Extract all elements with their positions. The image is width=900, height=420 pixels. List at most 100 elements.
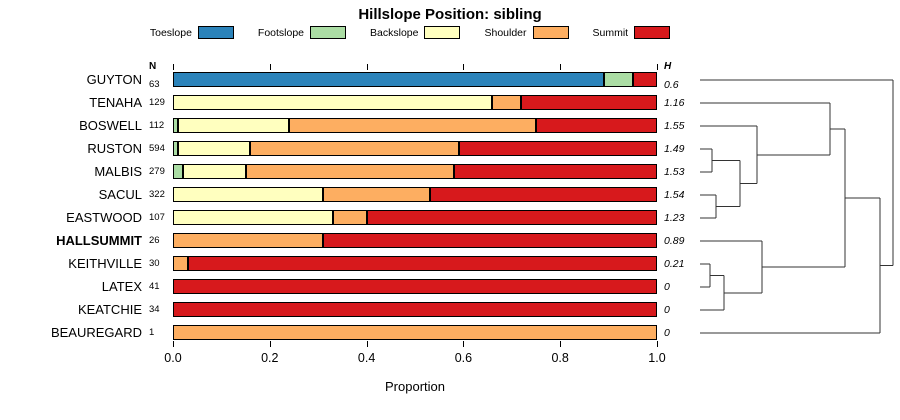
row-label: RUSTON xyxy=(87,141,142,156)
x-axis-tick-label: 0.6 xyxy=(454,351,473,365)
legend-swatch-backslope xyxy=(424,26,461,39)
h-value: 0 xyxy=(664,327,670,339)
bar-segment-footslope xyxy=(173,141,178,156)
bar-segment-shoulder xyxy=(323,187,430,202)
bar-row xyxy=(173,95,657,110)
bar-segment-shoulder xyxy=(250,141,459,156)
x-axis-tick xyxy=(173,341,174,347)
h-value: 0.21 xyxy=(664,258,685,270)
bar-row xyxy=(173,164,657,179)
n-count: 279 xyxy=(149,166,165,177)
x-axis-tick-top xyxy=(463,64,465,70)
n-count: 30 xyxy=(149,258,160,269)
bar-row xyxy=(173,325,657,340)
h-value: 0.6 xyxy=(664,79,679,91)
x-axis-tick-top xyxy=(269,64,271,70)
x-axis-tick xyxy=(657,341,658,347)
legend-label: Shoulder xyxy=(484,26,527,39)
x-axis-tick-top xyxy=(560,64,562,70)
row-label: EASTWOOD xyxy=(66,210,142,225)
legend-label: Toeslope xyxy=(149,26,192,39)
bar-segment-summit xyxy=(458,141,657,156)
x-axis-tick-label: 1.0 xyxy=(648,351,666,365)
n-count: 322 xyxy=(149,189,165,200)
bar-segment-shoulder xyxy=(173,233,324,248)
bar-row xyxy=(173,279,657,294)
h-value: 0 xyxy=(664,304,670,316)
n-count: 63 xyxy=(149,79,160,90)
x-axis-tick-label: 0.4 xyxy=(357,351,376,365)
row-label: KEATCHIE xyxy=(77,302,142,317)
bar-segment-shoulder xyxy=(245,164,454,179)
x-axis-tick xyxy=(463,341,465,347)
n-count: 112 xyxy=(149,120,165,131)
h-value: 0.89 xyxy=(664,235,685,247)
x-axis-label: Proportion xyxy=(385,379,445,394)
row-label: BEAUREGARD xyxy=(50,325,142,340)
bar-segment-summit xyxy=(536,118,657,133)
bar-segment-toeslope xyxy=(173,72,604,87)
h-value: 1.16 xyxy=(664,97,685,109)
n-count: 26 xyxy=(149,235,160,246)
bar-segment-summit xyxy=(173,279,657,294)
bar-segment-shoulder xyxy=(492,95,522,110)
h-value: 0 xyxy=(664,281,670,293)
bar-segment-backslope xyxy=(177,141,251,156)
bar-segment-backslope xyxy=(173,187,324,202)
bar-row xyxy=(173,118,657,133)
bar-row xyxy=(173,256,657,271)
dendrogram xyxy=(700,79,894,334)
row-label: SACUL xyxy=(98,187,142,202)
n-column-header: N xyxy=(149,61,157,72)
bar-row xyxy=(173,210,657,225)
legend-label: Summit xyxy=(592,26,629,39)
row-label: MALBIS xyxy=(94,164,142,179)
x-axis-tick-top xyxy=(366,64,368,70)
bar-segment-summit xyxy=(453,164,657,179)
n-count: 129 xyxy=(149,97,165,108)
bar-segment-summit xyxy=(323,233,657,248)
h-value: 1.54 xyxy=(664,189,685,201)
bar-segment-summit xyxy=(366,210,657,225)
bar-row xyxy=(173,233,657,248)
bar-segment-summit xyxy=(632,72,657,87)
bar-segment-summit xyxy=(521,95,657,110)
h-value: 1.49 xyxy=(664,143,685,155)
legend: Toeslope Footslope Backslope Shoulder Summit xyxy=(70,26,750,39)
row-label: LATEX xyxy=(101,279,142,294)
bar-row xyxy=(173,302,657,317)
legend-swatch-summit xyxy=(634,26,671,39)
bar-segment-shoulder xyxy=(173,256,188,271)
legend-item: Footslope xyxy=(257,26,347,39)
bar-segment-backslope xyxy=(177,118,290,133)
row-label: TENAHA xyxy=(89,95,142,110)
n-count: 594 xyxy=(149,143,165,154)
row-label: GUYTON xyxy=(86,72,142,87)
bar-row xyxy=(173,72,657,87)
x-axis-tick xyxy=(560,341,562,347)
legend-item: Summit xyxy=(593,26,671,39)
bar-segment-summit xyxy=(429,187,657,202)
bar-segment-footslope xyxy=(603,72,633,87)
legend-swatch-toeslope xyxy=(197,26,234,39)
legend-swatch-footslope xyxy=(310,26,347,39)
h-value: 1.23 xyxy=(664,212,685,224)
bar-row xyxy=(173,187,657,202)
legend-label: Footslope xyxy=(257,26,305,39)
bar-segment-shoulder xyxy=(332,210,367,225)
x-axis-tick xyxy=(366,341,368,347)
bar-row xyxy=(173,141,657,156)
legend-item: Shoulder xyxy=(484,26,569,39)
n-count: 107 xyxy=(149,212,165,223)
x-axis-tick-top xyxy=(173,64,174,70)
bar-segment-shoulder xyxy=(289,118,536,133)
x-axis-tick-label: 0.8 xyxy=(551,351,569,365)
legend-label: Backslope xyxy=(370,26,419,39)
x-axis-tick xyxy=(269,341,271,347)
legend-swatch-shoulder xyxy=(532,26,569,39)
h-value: 1.53 xyxy=(664,166,685,178)
x-axis-tick-top xyxy=(657,64,658,70)
n-count: 1 xyxy=(149,327,155,338)
bar-segment-footslope xyxy=(173,164,183,179)
